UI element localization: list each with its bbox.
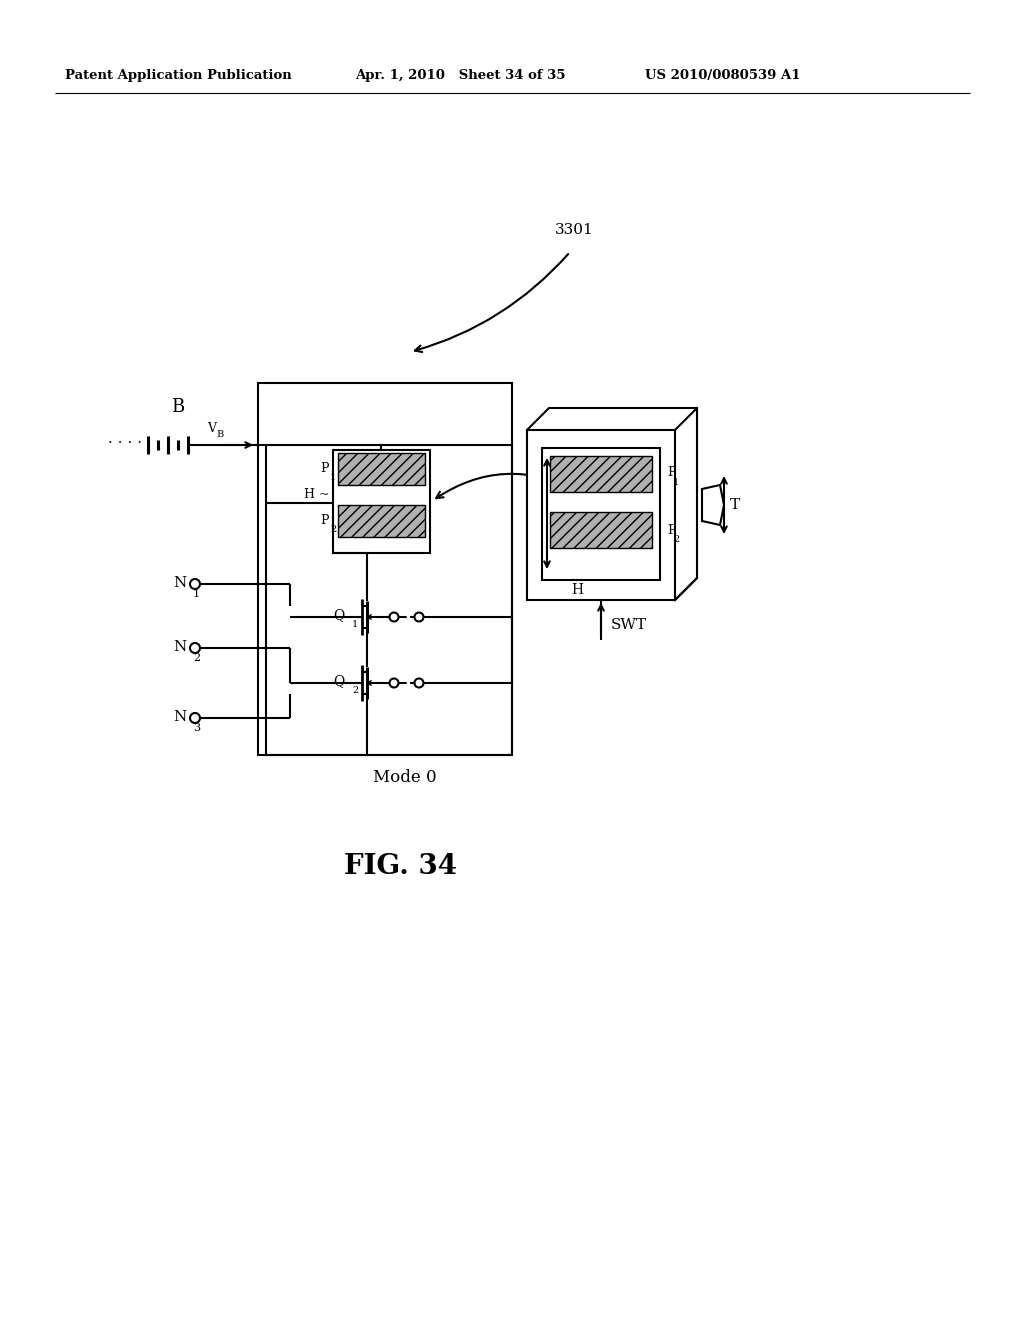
Bar	[333, 450, 430, 553]
FancyArrowPatch shape	[415, 253, 568, 352]
Text: Q: Q	[333, 609, 344, 622]
Text: P: P	[321, 515, 329, 528]
Text: B: B	[216, 430, 223, 440]
Text: 1: 1	[352, 620, 358, 630]
Text: · · · ·: · · · ·	[108, 436, 142, 450]
Text: 2: 2	[352, 686, 358, 696]
Text: 1: 1	[673, 478, 679, 487]
Text: SWT: SWT	[611, 618, 647, 632]
Bar	[550, 512, 652, 548]
Circle shape	[190, 713, 200, 723]
Text: 2: 2	[330, 525, 336, 535]
Text: FIG. 34: FIG. 34	[343, 854, 457, 880]
Text: V: V	[207, 422, 216, 436]
Text: Mode 0: Mode 0	[373, 770, 437, 787]
Bar	[338, 506, 425, 537]
Bar	[550, 455, 652, 492]
FancyArrowPatch shape	[436, 474, 578, 498]
Bar	[338, 453, 425, 484]
Text: US 2010/0080539 A1: US 2010/0080539 A1	[645, 69, 801, 82]
Text: 3301: 3301	[555, 223, 594, 238]
Text: H: H	[571, 583, 583, 597]
Text: P: P	[321, 462, 329, 475]
Text: 1: 1	[193, 589, 200, 599]
Text: B: B	[171, 399, 184, 416]
Circle shape	[389, 612, 398, 622]
Circle shape	[190, 579, 200, 589]
Bar	[258, 383, 512, 755]
Text: N: N	[174, 576, 187, 590]
Text: Q: Q	[333, 675, 344, 688]
Text: T: T	[730, 498, 740, 512]
Text: N: N	[174, 640, 187, 653]
Text: 1: 1	[330, 473, 336, 482]
Text: P: P	[667, 524, 676, 536]
Text: Apr. 1, 2010   Sheet 34 of 35: Apr. 1, 2010 Sheet 34 of 35	[355, 69, 565, 82]
Circle shape	[415, 612, 424, 622]
Text: 3: 3	[193, 723, 200, 733]
Text: 2: 2	[673, 535, 679, 544]
Bar	[542, 447, 660, 579]
Text: Patent Application Publication: Patent Application Publication	[65, 69, 292, 82]
Text: N: N	[174, 710, 187, 723]
Circle shape	[389, 678, 398, 688]
Text: 2: 2	[193, 653, 200, 663]
Circle shape	[190, 643, 200, 653]
Text: H ~: H ~	[303, 488, 329, 502]
Text: P: P	[667, 466, 676, 479]
Circle shape	[415, 678, 424, 688]
Bar	[527, 430, 675, 601]
